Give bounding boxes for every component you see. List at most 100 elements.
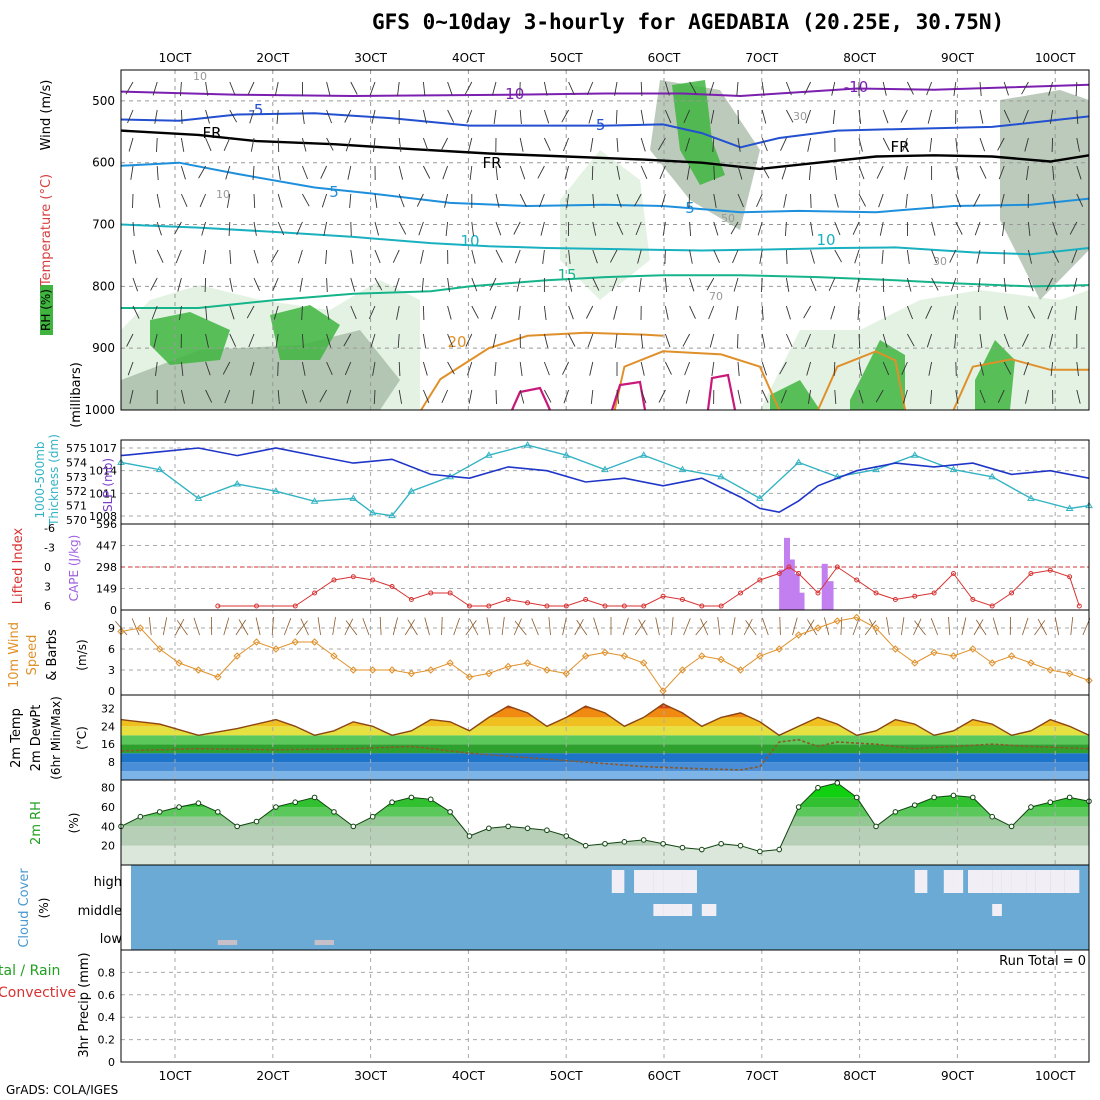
wind10m-marker	[659, 687, 667, 695]
wind-barb	[906, 81, 914, 95]
wind-barb	[757, 221, 763, 236]
cloud-middle-block	[653, 904, 664, 916]
wind-barb	[562, 137, 570, 152]
cloud-high-block	[1035, 870, 1051, 893]
bottom-x-tick: 3OCT	[354, 1069, 387, 1083]
wind-barb	[156, 249, 164, 263]
wind-barb-10m	[852, 617, 860, 636]
wind10m-marker	[698, 652, 706, 660]
wind-barb	[685, 389, 691, 404]
wind-barb	[640, 81, 643, 97]
lifted-index-marker	[312, 590, 318, 596]
wind-barb	[371, 109, 376, 124]
cloud-background	[131, 865, 1089, 950]
lifted-index-marker	[912, 593, 918, 599]
temp-y-tick: 8	[108, 756, 115, 769]
lifted-y-tick: -6	[44, 522, 55, 535]
wind-barb	[997, 137, 1005, 151]
wind-barb	[875, 389, 884, 403]
wind-barb	[301, 137, 307, 152]
lifted-index-marker	[370, 577, 376, 583]
thickness-marker	[562, 451, 571, 458]
wind-barb	[1076, 361, 1079, 376]
wind-barb-10m	[901, 617, 905, 636]
wind-barb	[345, 137, 352, 152]
thickness-marker	[755, 494, 764, 501]
wind-barb	[585, 305, 594, 319]
wind-barb	[447, 305, 452, 320]
wind-y-tick: 3	[108, 664, 115, 677]
wind-barb	[253, 249, 259, 264]
wind-barb-10m	[255, 617, 261, 636]
wind-barb	[228, 221, 231, 237]
wind10m-marker	[310, 638, 319, 646]
wind-barb	[1003, 109, 1011, 123]
wind-barb	[373, 389, 376, 405]
isotherm-line	[420, 331, 664, 411]
wind-barb	[416, 193, 424, 207]
bottom-x-tick: 1OCT	[159, 1069, 192, 1083]
wind-barb-10m	[162, 617, 168, 636]
wind-barb	[253, 277, 261, 291]
wind-barb	[374, 221, 380, 236]
wind-barb	[927, 109, 933, 124]
isotherm-label: -5	[249, 101, 264, 119]
wind-barb	[346, 389, 352, 404]
wind-barb	[224, 389, 231, 404]
wind-barb-10m	[362, 617, 370, 636]
wind-barb	[616, 193, 622, 208]
wind-barb	[955, 389, 959, 404]
wind-barb	[543, 333, 549, 348]
upper-y-tick: 500	[92, 94, 115, 108]
rh2m-marker	[505, 823, 512, 830]
wind-barb	[706, 277, 715, 291]
credit-label: GrADS: COLA/IGES	[6, 1083, 119, 1097]
wind-barb	[301, 389, 308, 404]
wind-barb-10m	[948, 616, 951, 636]
wind-barb	[398, 361, 401, 377]
lifted-index-marker	[583, 597, 589, 602]
wind-barb	[326, 137, 334, 151]
isotherm-label: FR	[202, 124, 221, 142]
temp-y-tick: 32	[101, 702, 115, 715]
wind-barb	[347, 165, 352, 180]
wind10m-marker	[678, 666, 687, 674]
top-x-tick: 4OCT	[452, 51, 485, 65]
wind-barb	[344, 361, 352, 376]
wind-barb	[685, 137, 691, 152]
wind-barb	[610, 249, 618, 263]
wind-barb	[398, 165, 404, 180]
wind-barb	[229, 277, 233, 292]
wind-barb	[779, 361, 787, 375]
wind-barb	[519, 109, 522, 124]
wind-barb	[808, 165, 812, 180]
wind-barb	[713, 249, 720, 263]
wind-barb	[1003, 277, 1007, 292]
lifted-index-marker	[989, 603, 995, 609]
wind-barb-10m	[193, 617, 200, 636]
rh2m-marker	[156, 809, 163, 815]
slp-y-tick: 1014	[89, 465, 117, 478]
lifted-index-marker	[738, 590, 744, 596]
wind-barb	[689, 305, 696, 319]
cloud-low-block	[227, 940, 238, 945]
wind-barb	[422, 109, 427, 124]
wind10m-label-4: (m/s)	[75, 639, 89, 670]
wind-barb	[614, 81, 618, 96]
lifted-index-marker	[931, 590, 937, 596]
precip-y-tick: 0.2	[98, 1034, 116, 1047]
wind-barb	[664, 305, 669, 320]
rh2m-marker	[331, 809, 337, 815]
wind-barb	[537, 165, 545, 179]
wind-barb-10m	[807, 619, 818, 636]
rh2m-marker	[389, 799, 395, 806]
rh-y-tick: 80	[101, 782, 115, 795]
wind-barb	[253, 221, 257, 236]
wind-barb	[398, 193, 405, 208]
wind-barb	[926, 333, 933, 348]
rh-legend-label: RH (%)	[39, 289, 53, 331]
wind-y-tick: 6	[108, 643, 115, 656]
wind-barb	[252, 165, 255, 181]
wind-barb	[1052, 221, 1058, 236]
wind-barb	[588, 109, 594, 124]
